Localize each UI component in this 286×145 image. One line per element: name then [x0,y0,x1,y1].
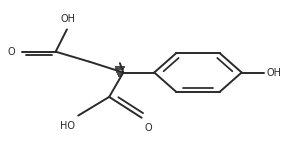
Text: O: O [144,124,152,134]
Text: O: O [7,47,15,57]
Text: HO: HO [60,121,76,131]
Text: OH: OH [61,14,76,24]
Text: OH: OH [267,68,282,77]
